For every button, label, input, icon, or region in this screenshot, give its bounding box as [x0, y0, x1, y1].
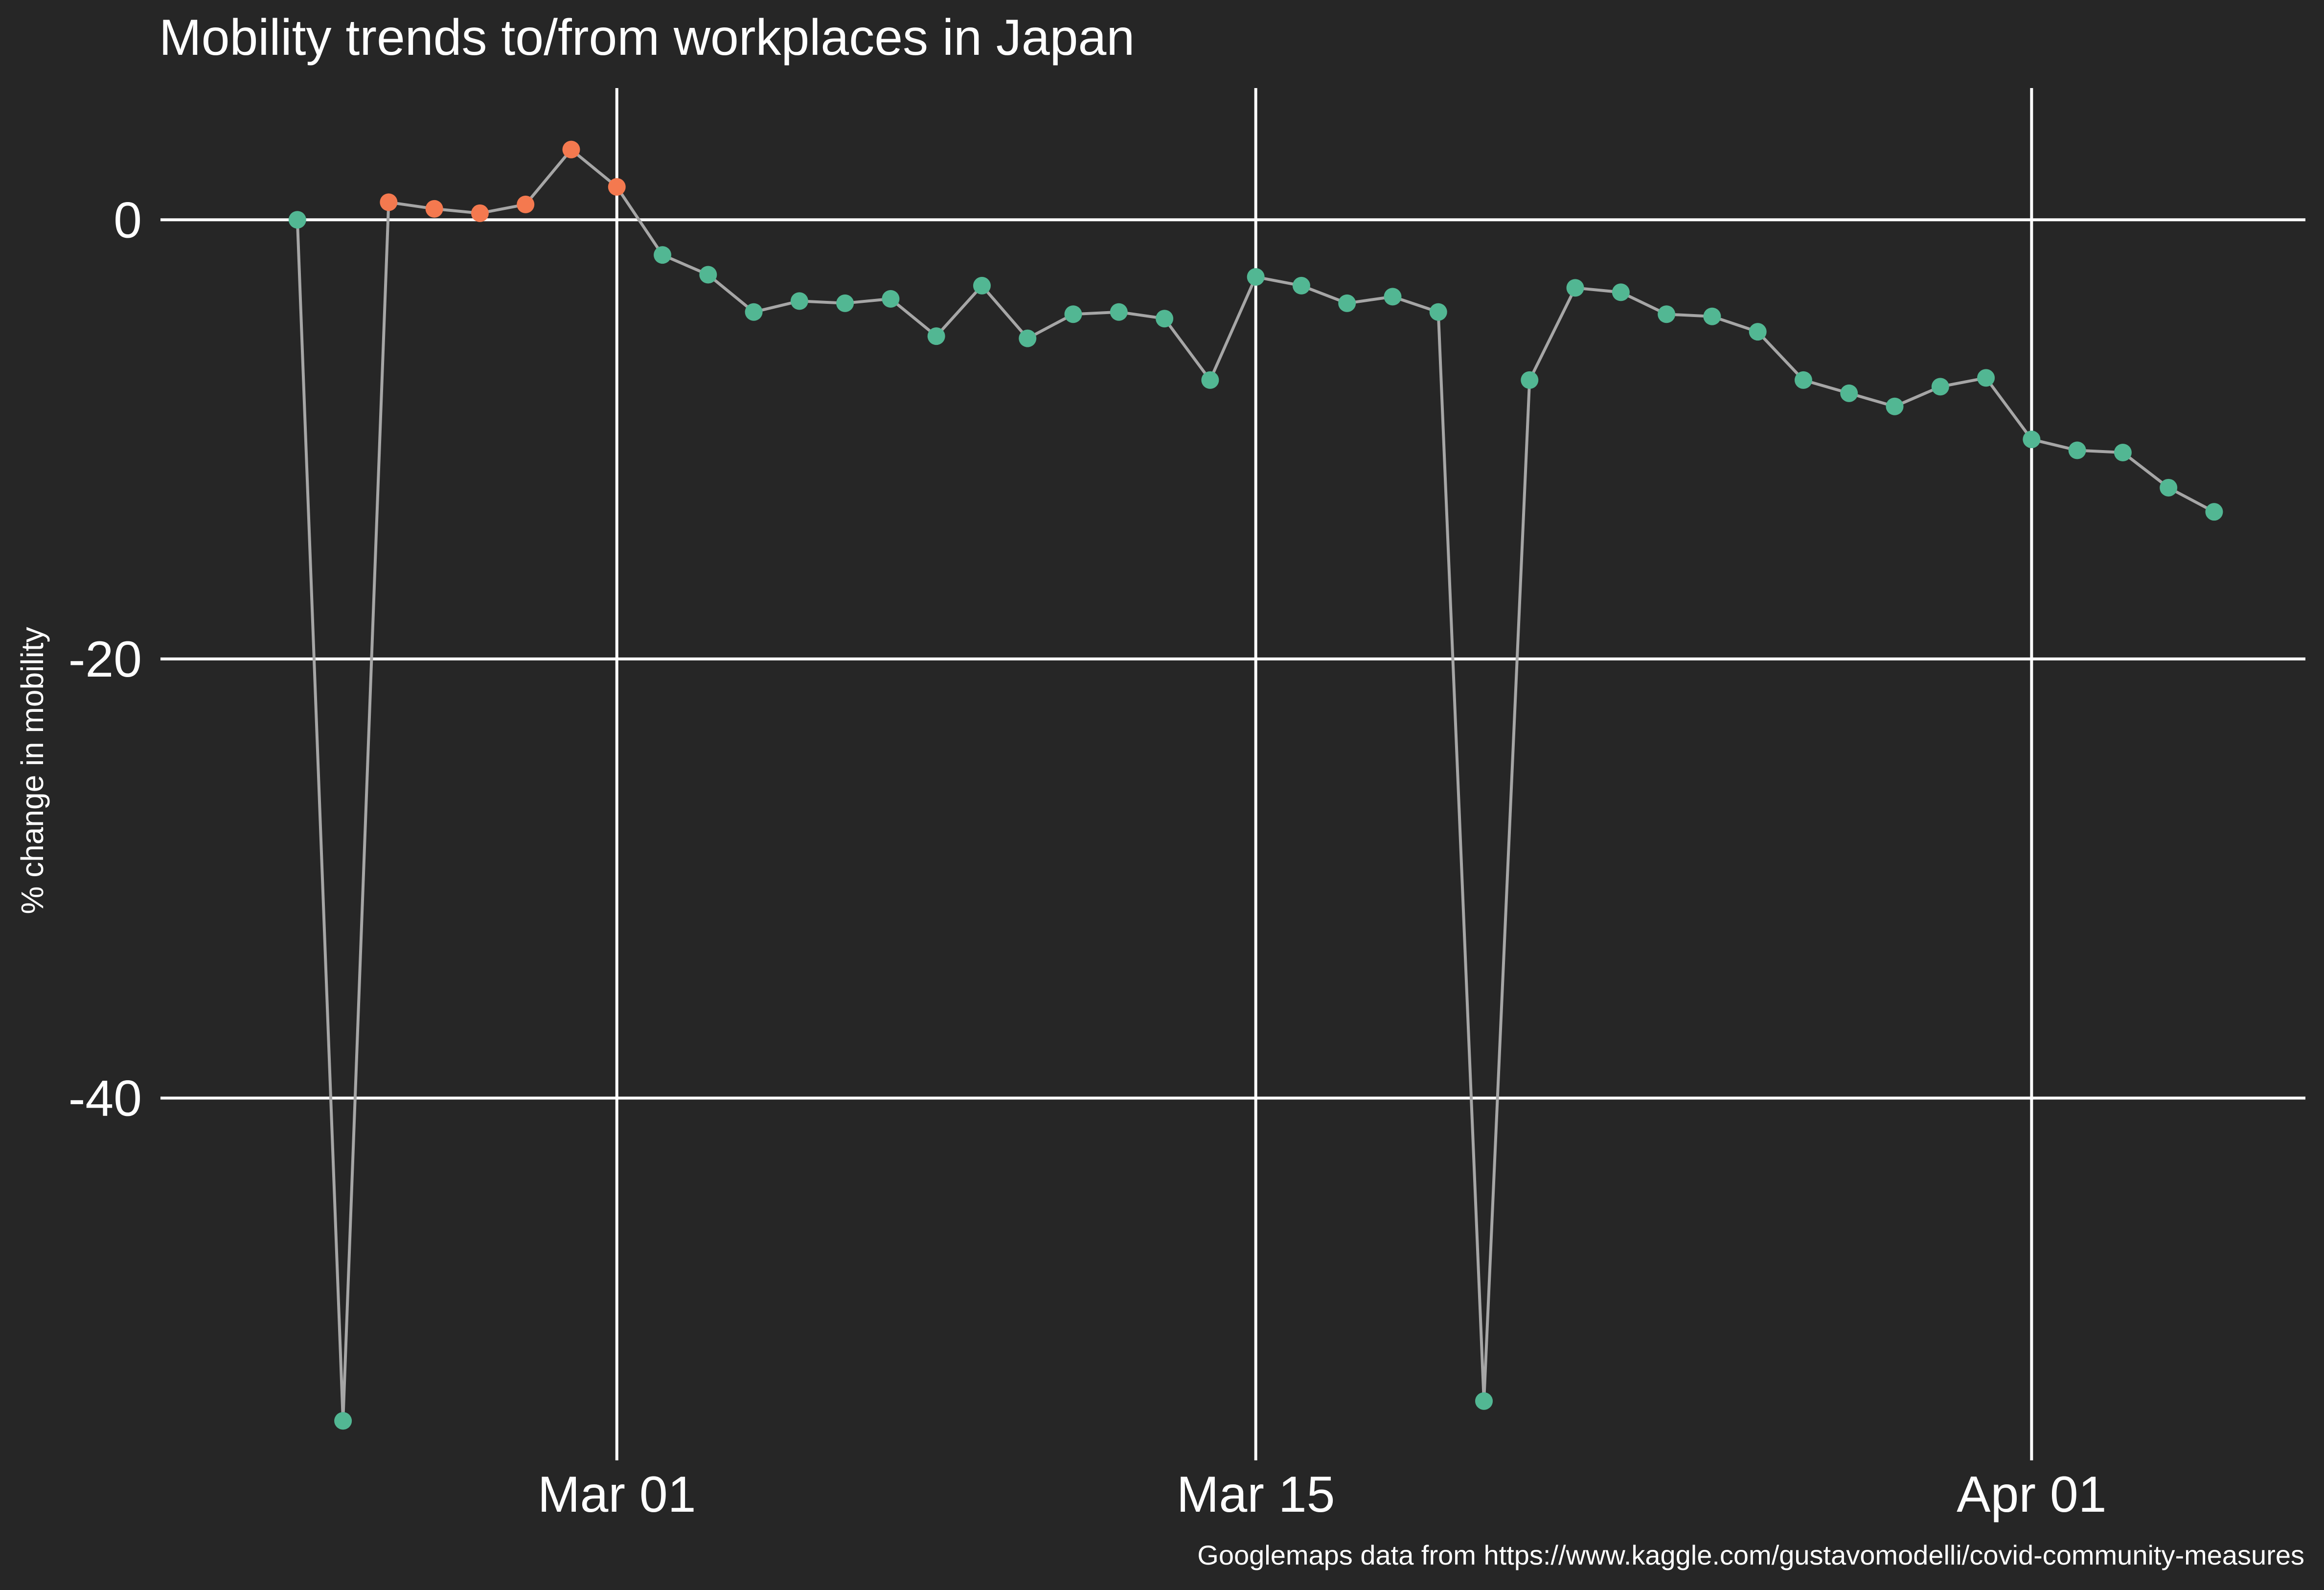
grid-layer: [160, 88, 2305, 1460]
data-point: [1749, 323, 1767, 341]
data-point: [1977, 369, 1995, 387]
data-point-highlight: [562, 140, 580, 159]
data-point: [1201, 371, 1219, 389]
data-point: [1612, 283, 1630, 301]
data-point: [1019, 329, 1037, 347]
data-point: [973, 276, 991, 295]
tick-layer: 0 -20 -40 Mar 01 Mar 15 Apr 01: [68, 192, 2107, 1523]
data-point: [699, 266, 717, 284]
data-point: [1247, 268, 1265, 286]
data-point: [1156, 310, 1174, 328]
data-point: [1931, 378, 1949, 396]
data-point: [1110, 303, 1128, 321]
y-tick-label: 0: [114, 192, 142, 249]
x-tick-label: Apr 01: [1957, 1466, 2106, 1523]
data-point: [927, 327, 945, 345]
data-point-highlight: [608, 178, 626, 196]
data-point: [1794, 371, 1812, 389]
data-point-highlight: [517, 195, 535, 213]
y-axis-label: % change in mobility: [15, 627, 50, 914]
data-point: [1384, 288, 1402, 306]
data-point: [1658, 305, 1676, 323]
data-point: [1886, 397, 1904, 415]
data-point: [1429, 303, 1447, 321]
x-tick-label: Mar 01: [538, 1466, 696, 1523]
data-point: [745, 303, 763, 321]
data-point: [790, 292, 808, 310]
data-point: [334, 1412, 352, 1430]
data-point: [1840, 384, 1858, 402]
data-point-highlight: [471, 204, 489, 222]
data-point: [2068, 441, 2086, 459]
y-tick-label: -20: [68, 631, 142, 688]
data-point: [1703, 307, 1721, 325]
data-point: [1521, 371, 1539, 389]
data-point: [1064, 305, 1082, 323]
x-tick-label: Mar 15: [1177, 1466, 1335, 1523]
data-point: [1475, 1392, 1493, 1410]
data-point: [654, 246, 672, 264]
data-point: [2114, 444, 2132, 462]
data-point: [1338, 294, 1356, 312]
data-point: [1292, 276, 1310, 295]
point-layer: [288, 140, 2223, 1430]
chart-title: Mobility trends to/from workplaces in Ja…: [159, 9, 1135, 66]
data-point: [2160, 478, 2178, 497]
data-point-highlight: [425, 200, 443, 218]
data-point: [1566, 279, 1584, 297]
data-point: [882, 290, 900, 308]
data-point: [836, 294, 854, 312]
chart-caption: Googlemaps data from https://www.kaggle.…: [1197, 1540, 2304, 1570]
data-point: [288, 211, 306, 229]
data-point: [2023, 431, 2041, 449]
y-tick-label: -40: [68, 1070, 142, 1127]
data-point-highlight: [380, 193, 398, 211]
data-point: [2205, 503, 2223, 521]
